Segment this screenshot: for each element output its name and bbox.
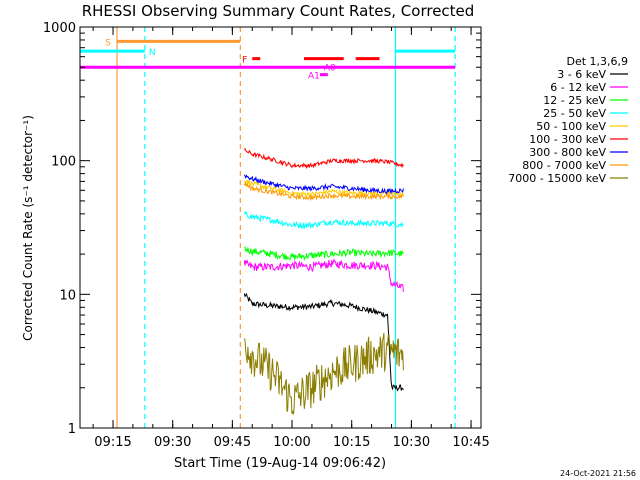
series-line-2 bbox=[243, 258, 404, 292]
timestamp: 24-Oct-2021 21:56 bbox=[560, 469, 636, 478]
flag-label-f: F bbox=[242, 56, 247, 66]
x-tick-label: 10:00 bbox=[273, 435, 310, 450]
legend-label-1: 3 - 6 keV bbox=[557, 68, 606, 81]
series-line-9 bbox=[243, 332, 404, 415]
series-line-4 bbox=[243, 210, 404, 230]
series-line-1 bbox=[243, 292, 404, 392]
legend-label-7: 300 - 800 keV bbox=[529, 146, 606, 159]
legend-label-8: 800 - 7000 keV bbox=[522, 159, 606, 172]
chart-title: RHESSI Observing Summary Count Rates, Co… bbox=[82, 2, 475, 20]
legend-label-5: 50 - 100 keV bbox=[536, 120, 606, 133]
legend-label-6: 100 - 300 keV bbox=[529, 133, 606, 146]
y-axis-label: Corrected Count Rate (s⁻¹ detector⁻¹) bbox=[21, 115, 35, 341]
x-axis-label: Start Time (19-Aug-14 09:06:42) bbox=[174, 456, 386, 471]
y-tick-label: 100 bbox=[51, 155, 76, 170]
x-tick-label: 10:15 bbox=[333, 435, 370, 450]
legend-label-2: 6 - 12 keV bbox=[550, 81, 606, 94]
series-line-3 bbox=[243, 246, 404, 262]
plot-frame bbox=[79, 26, 482, 429]
legend-label-4: 25 - 50 keV bbox=[543, 107, 606, 120]
x-tick-label: 10:45 bbox=[452, 435, 489, 450]
series-line-6 bbox=[243, 147, 404, 170]
x-tick-label: 09:45 bbox=[214, 435, 251, 450]
plot-area: S N F A0 A1 bbox=[80, 27, 456, 428]
x-tick-label: 10:30 bbox=[393, 435, 430, 450]
axes: 09:15 09:30 09:45 10:00 10:15 10:30 10:45 1 10 10… bbox=[43, 21, 490, 450]
flag-label-n: N bbox=[149, 48, 156, 58]
y-tick-label: 1000 bbox=[43, 21, 76, 36]
y-tick-label: 10 bbox=[59, 288, 76, 303]
legend-title: Det 1,3,6,9 bbox=[566, 55, 628, 68]
x-tick-label: 09:15 bbox=[94, 435, 131, 450]
series-line-8 bbox=[243, 181, 404, 202]
y-tick-label: 1 bbox=[68, 422, 76, 437]
flag-label-a0: A0 bbox=[324, 64, 336, 74]
legend-label-9: 7000 - 15000 keV bbox=[508, 172, 606, 185]
x-tick-label: 09:30 bbox=[154, 435, 191, 450]
flag-label-a1: A1 bbox=[308, 72, 320, 82]
series-line-7 bbox=[243, 174, 404, 195]
flag-label-s: S bbox=[105, 38, 111, 48]
legend-label-3: 12 - 25 keV bbox=[543, 94, 606, 107]
